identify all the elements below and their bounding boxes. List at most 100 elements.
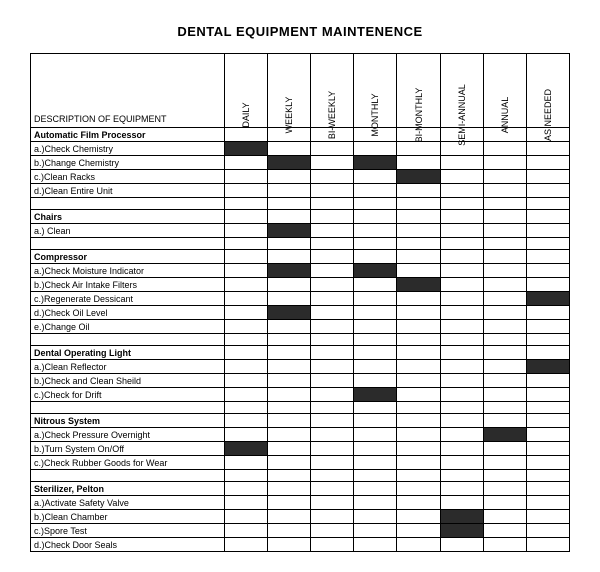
freq-cell [483,224,526,238]
freq-header: BI-WEEKLY [311,54,354,128]
freq-cell [440,442,483,456]
freq-cell [483,482,526,496]
freq-cell [397,320,440,334]
freq-cell [225,538,268,552]
freq-cell [397,428,440,442]
freq-cell [354,414,397,428]
freq-cell [268,264,311,278]
row-label: c.)Clean Racks [31,170,225,184]
item-row: d.)Check Door Seals [31,538,570,552]
freq-cell [483,442,526,456]
freq-cell [225,374,268,388]
freq-cell [268,510,311,524]
freq-cell [311,306,354,320]
row-label: a.)Check Pressure Overnight [31,428,225,442]
freq-cell [354,360,397,374]
freq-cell [483,142,526,156]
freq-cell [440,360,483,374]
freq-cell [483,184,526,198]
freq-cell [225,142,268,156]
freq-cell [526,538,569,552]
freq-cell [311,538,354,552]
freq-cell [311,388,354,402]
freq-cell [483,374,526,388]
freq-cell [526,184,569,198]
section-row: Nitrous System [31,414,570,428]
freq-cell [354,374,397,388]
freq-cell [225,250,268,264]
freq-cell [440,496,483,510]
freq-cell [440,388,483,402]
freq-cell [354,428,397,442]
freq-header: MONTHLY [354,54,397,128]
freq-cell [311,496,354,510]
freq-header: AS NEEDED [526,54,569,128]
freq-cell [225,184,268,198]
section-row: Chairs [31,210,570,224]
freq-cell [311,456,354,470]
freq-header: ANNUAL [483,54,526,128]
row-label: Sterilizer, Pelton [31,482,225,496]
freq-cell [526,388,569,402]
freq-cell [311,278,354,292]
freq-cell [397,482,440,496]
freq-cell [354,346,397,360]
freq-cell [311,414,354,428]
freq-cell [483,428,526,442]
freq-cell [354,278,397,292]
freq-header: SEMI-ANNUAL [440,54,483,128]
freq-cell [311,428,354,442]
freq-cell [440,170,483,184]
freq-cell [440,482,483,496]
freq-cell [483,414,526,428]
freq-cell [440,374,483,388]
freq-cell [311,346,354,360]
desc-header: DESCRIPTION OF EQUIPMENT [31,54,225,128]
freq-cell [526,346,569,360]
freq-header: DAILY [225,54,268,128]
freq-cell [397,538,440,552]
freq-cell [311,156,354,170]
freq-cell [354,264,397,278]
freq-cell [483,306,526,320]
freq-cell [483,360,526,374]
freq-cell [225,360,268,374]
freq-cell [225,306,268,320]
freq-cell [397,278,440,292]
freq-cell [526,224,569,238]
freq-cell [311,184,354,198]
item-row: d.)Check Oil Level [31,306,570,320]
row-label: Automatic Film Processor [31,128,225,142]
freq-cell [397,224,440,238]
freq-cell [526,170,569,184]
freq-cell [354,442,397,456]
freq-cell [354,456,397,470]
freq-cell [268,278,311,292]
freq-cell [440,250,483,264]
freq-cell [268,320,311,334]
freq-cell [268,374,311,388]
freq-cell [397,414,440,428]
freq-cell [483,510,526,524]
freq-cell [225,320,268,334]
item-row: b.)Turn System On/Off [31,442,570,456]
freq-cell [397,184,440,198]
freq-cell [397,170,440,184]
row-label: c.)Spore Test [31,524,225,538]
freq-cell [354,250,397,264]
freq-cell [483,250,526,264]
section-row: Compressor [31,250,570,264]
spacer-row [31,402,570,414]
item-row: a.)Check Chemistry [31,142,570,156]
freq-cell [440,224,483,238]
table-header-row: DESCRIPTION OF EQUIPMENT DAILY WEEKLY BI… [31,54,570,128]
freq-cell [268,292,311,306]
item-row: c.)Spore Test [31,524,570,538]
freq-cell [311,264,354,278]
item-row: b.)Check Air Intake Filters [31,278,570,292]
freq-cell [483,524,526,538]
freq-cell [268,210,311,224]
freq-cell [397,360,440,374]
row-label: e.)Change Oil [31,320,225,334]
freq-cell [526,156,569,170]
